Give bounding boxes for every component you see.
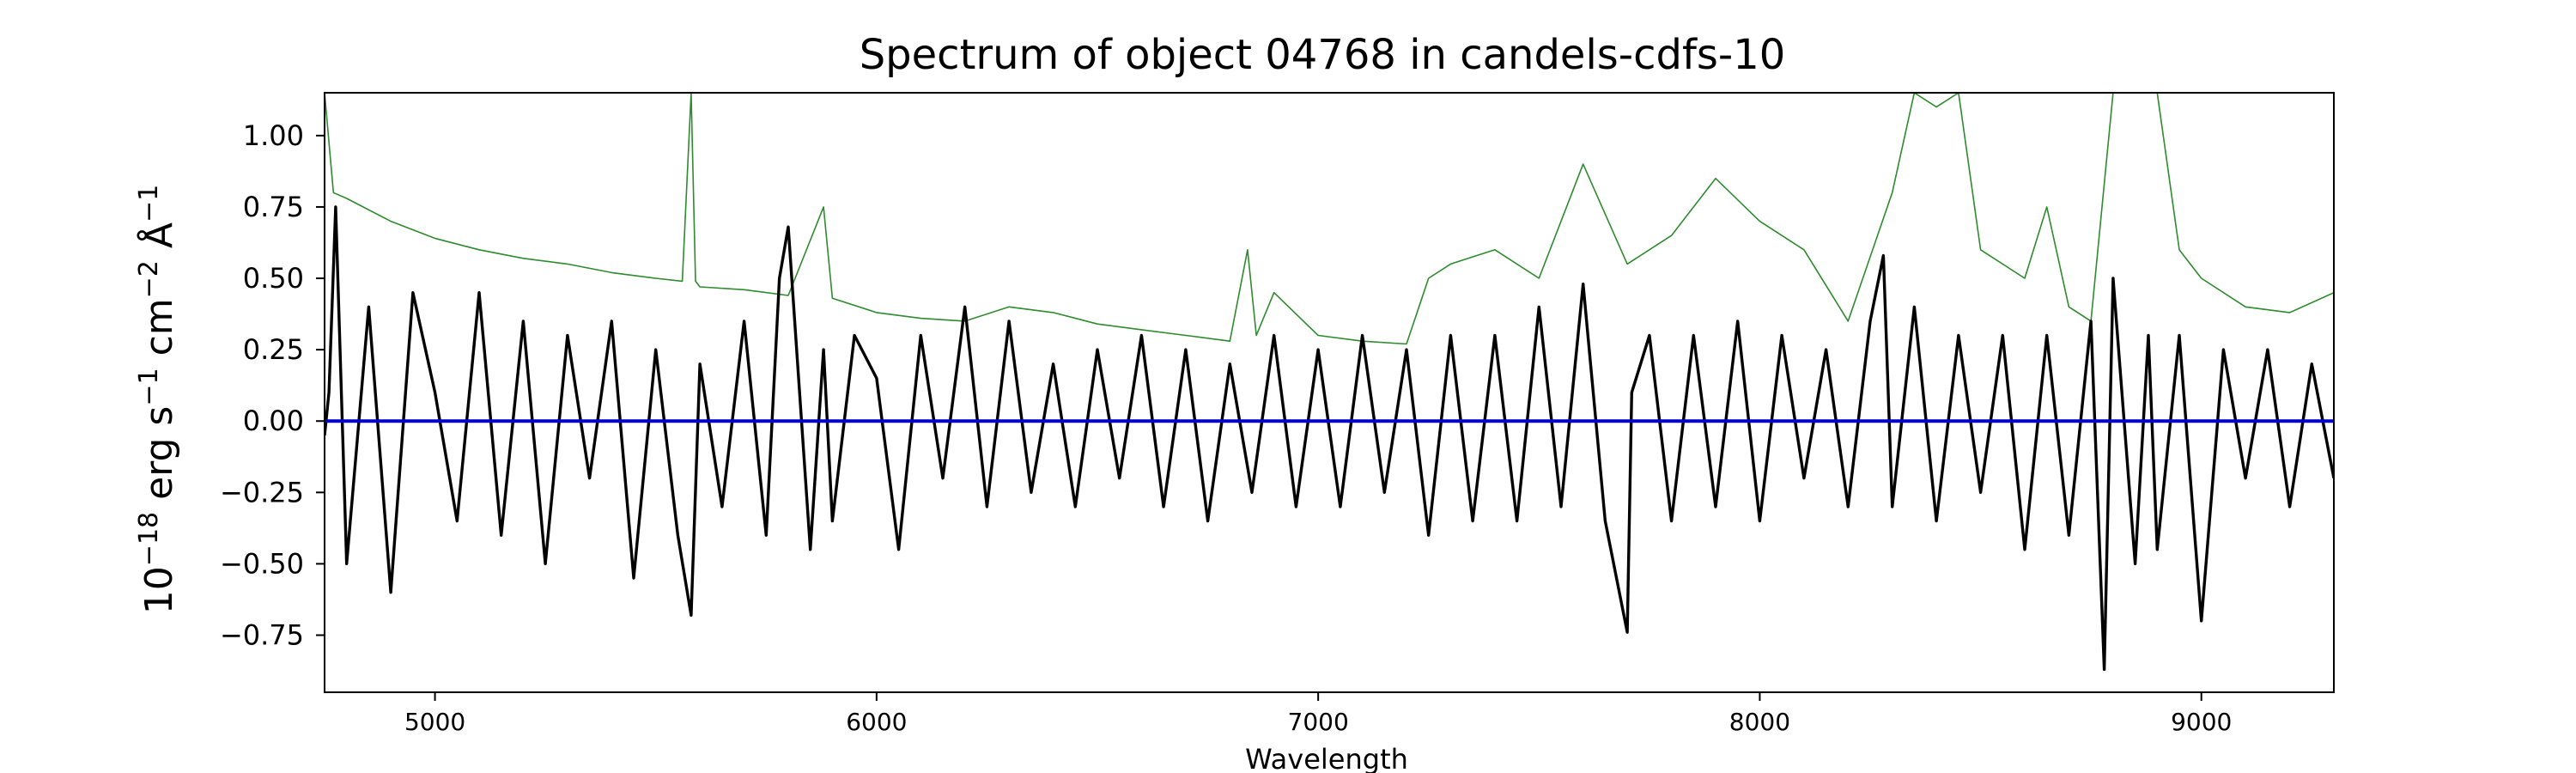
y-tick-label: −0.50 [220,547,304,580]
y-axis-label-exp-3: −1 [134,185,164,222]
y-axis-label-exp-2: −2 [134,260,164,298]
y-axis-label-unit-2: cm [137,298,181,368]
error-series-line [325,93,2334,345]
x-tick-label: 6000 [846,708,907,736]
x-axis: 5000 6000 7000 8000 9000 [404,692,2232,736]
x-tick-label: 5000 [404,708,465,736]
y-tick-label: 0.50 [243,262,304,295]
y-axis: 1.00 0.75 0.50 0.25 0.00 −0.25 −0.50 −0.75 [220,119,325,652]
y-tick-label: −0.25 [220,476,304,508]
chart-title: Spectrum of object 04768 in candels-cdfs… [860,31,1786,79]
plot-area [325,93,2334,672]
y-axis-label-exp: −18 [134,512,164,566]
y-axis-label-exp-1: −1 [134,368,164,405]
x-tick-label: 9000 [2171,708,2232,736]
y-axis-label-unit-1: erg s [137,406,181,512]
y-axis-label-unit-3: Å [136,222,181,260]
y-tick-label: 1.00 [243,119,304,152]
plot-frame [324,92,2335,693]
flux-series-line [325,205,2334,672]
y-tick-label: 0.00 [243,405,304,437]
y-tick-label: 0.25 [243,333,304,366]
x-tick-label: 8000 [1729,708,1790,736]
y-tick-label: 0.75 [243,191,304,223]
y-axis-label: 10−18 erg s−1 cm−2 Å−1 [134,185,182,614]
y-axis-label-base: 10 [137,566,181,614]
x-axis-label: Wavelength [1245,743,1408,773]
y-tick-label: −0.75 [220,619,304,652]
x-tick-label: 7000 [1288,708,1349,736]
